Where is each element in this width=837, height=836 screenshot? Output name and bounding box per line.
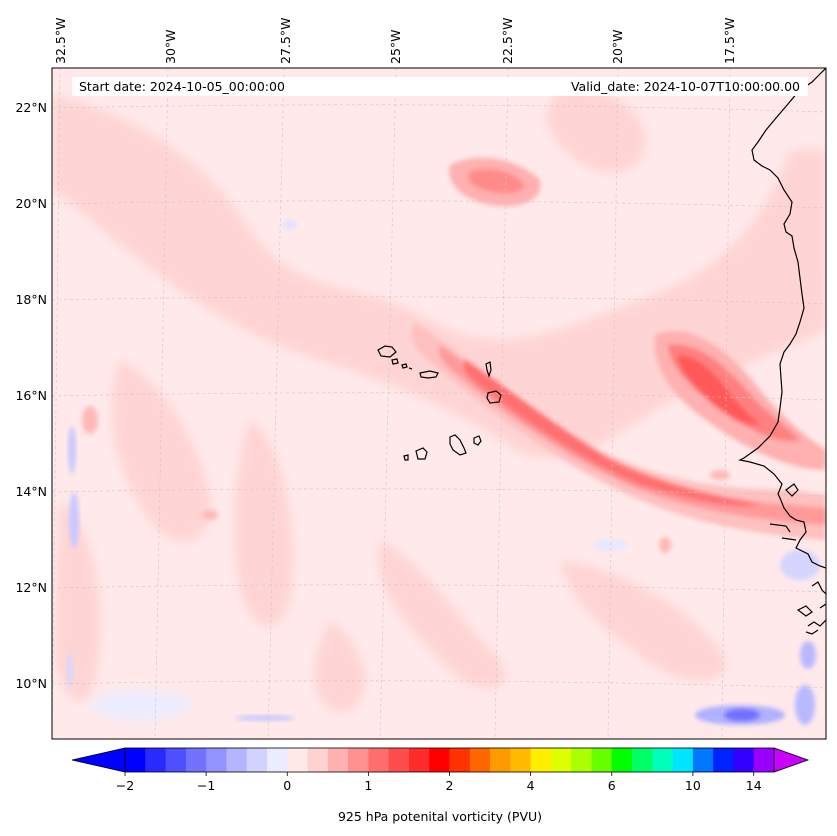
colorbar-segment	[611, 748, 633, 772]
colorbar-segment	[733, 748, 755, 772]
colorbar-tick-label: 10	[685, 778, 701, 793]
colorbar-segment	[368, 748, 390, 772]
lat-label: 14°N	[15, 484, 47, 499]
lat-label: 20°N	[15, 196, 47, 211]
colorbar-segment	[185, 748, 207, 772]
cape-verde-islands	[377, 345, 502, 461]
colorbar-segment	[753, 748, 775, 772]
graticule	[52, 68, 826, 739]
colorbar-ticks: −2 −1 0 1 2 4 6 10 14	[116, 772, 762, 793]
latitude-labels: 22°N 20°N 18°N 16°N 14°N 12°N 10°N	[15, 100, 47, 691]
colorbar-segments	[125, 748, 775, 772]
colorbar-segment	[408, 748, 430, 772]
colorbar-segment	[652, 748, 674, 772]
colorbar-segment	[672, 748, 694, 772]
valid-date-label: Valid_date: 2024-10-07T10:00:00.00	[571, 79, 800, 94]
colorbar-segment	[388, 748, 410, 772]
lon-label: 27.5°W	[278, 18, 293, 64]
colorbar-tick-label: −2	[116, 778, 134, 793]
colorbar-tick-label: 0	[283, 778, 291, 793]
africa-coastline	[738, 68, 826, 635]
colorbar-segment	[307, 748, 329, 772]
colorbar-segment	[510, 748, 532, 772]
lat-label: 10°N	[15, 676, 47, 691]
lon-label: 20°W	[610, 29, 625, 64]
map-frame	[51, 67, 827, 740]
lon-label: 25°W	[388, 29, 403, 64]
longitude-labels: 32.5°W 30°W 27.5°W 25°W 22.5°W 20°W 17.5…	[53, 18, 737, 64]
pv-filament	[411, 322, 826, 540]
colorbar-tick-label: 2	[446, 778, 454, 793]
colorbar: −2 −1 0 1 2 4 6 10 14 925 hPa potenital vorticit…	[71, 747, 810, 824]
colorbar-segment	[449, 748, 471, 772]
info-box	[72, 77, 808, 96]
colorbar-tick-label: 6	[608, 778, 616, 793]
colorbar-segment	[713, 748, 735, 772]
colorbar-segment	[327, 748, 349, 772]
colorbar-segment	[469, 748, 491, 772]
colorbar-segment	[591, 748, 613, 772]
pv-small-features	[82, 406, 730, 553]
lat-label: 22°N	[15, 100, 47, 115]
colorbar-tick-label: 14	[746, 778, 762, 793]
colorbar-tick-label: 4	[527, 778, 535, 793]
colorbar-segment	[206, 748, 228, 772]
colorbar-segment	[530, 748, 552, 772]
colorbar-segment	[125, 748, 146, 772]
lon-label: 17.5°W	[722, 18, 737, 64]
lon-label: 30°W	[163, 29, 178, 64]
start-date-label: Start date: 2024-10-05_00:00:00	[79, 79, 285, 94]
pv-field-light	[52, 80, 826, 712]
colorbar-segment	[287, 748, 309, 772]
lat-label: 16°N	[15, 388, 47, 403]
colorbar-segment	[632, 748, 653, 772]
colorbar-tick-label: −1	[197, 778, 215, 793]
colorbar-segment	[165, 748, 187, 772]
colorbar-over-triangle	[773, 747, 810, 773]
colorbar-segment	[692, 748, 714, 772]
colorbar-title: 925 hPa potenital vorticity (PVU)	[338, 809, 542, 824]
pv-blob-coastal	[654, 331, 826, 470]
colorbar-under-triangle	[71, 747, 126, 773]
map-panel: Start date: 2024-10-05_00:00:00 Valid_da…	[52, 68, 826, 739]
colorbar-segment	[490, 748, 511, 772]
lon-label: 22.5°W	[500, 18, 515, 64]
lon-label: 32.5°W	[53, 18, 68, 64]
pv-blob-north	[449, 157, 541, 207]
lat-label: 18°N	[15, 292, 47, 307]
colorbar-segment	[571, 748, 593, 772]
lat-label: 12°N	[15, 580, 47, 595]
colorbar-segment	[348, 748, 369, 772]
colorbar-segment	[550, 748, 572, 772]
colorbar-segment	[226, 748, 248, 772]
colorbar-segment	[266, 748, 288, 772]
colorbar-segment	[429, 748, 451, 772]
colorbar-segment	[145, 748, 167, 772]
colorbar-segment	[246, 748, 268, 772]
colorbar-tick-label: 1	[364, 778, 372, 793]
